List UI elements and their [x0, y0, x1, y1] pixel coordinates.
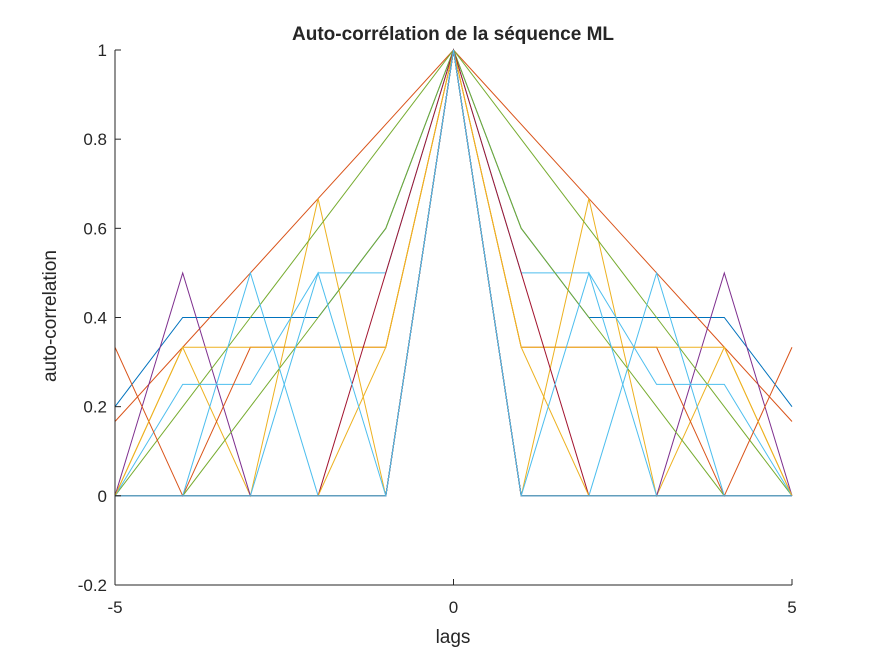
y-axis-label: auto-correlation: [40, 250, 61, 382]
x-tick-label: 0: [449, 598, 458, 617]
y-tick-label: 0.6: [83, 219, 107, 238]
y-tick-label: 0.4: [83, 309, 107, 328]
x-axis-label: lags: [436, 627, 471, 648]
y-tick-label: 0.8: [83, 130, 107, 149]
y-tick-label: 0.2: [83, 398, 107, 417]
y-tick-label: -0.2: [78, 576, 107, 595]
chart-title: Auto-corrélation de la séquence ML: [292, 24, 614, 45]
y-tick-label: 1: [98, 41, 107, 60]
y-tick-label: 0: [98, 487, 107, 506]
plot-lines: [114, 48, 793, 498]
x-tick-label: -5: [107, 598, 122, 617]
series-line-29: [115, 49, 792, 497]
ticks: -0.2 0 0.2 0.4 0.6 0.8 1 -5 0 5: [78, 41, 797, 617]
x-tick-label: 5: [787, 598, 796, 617]
